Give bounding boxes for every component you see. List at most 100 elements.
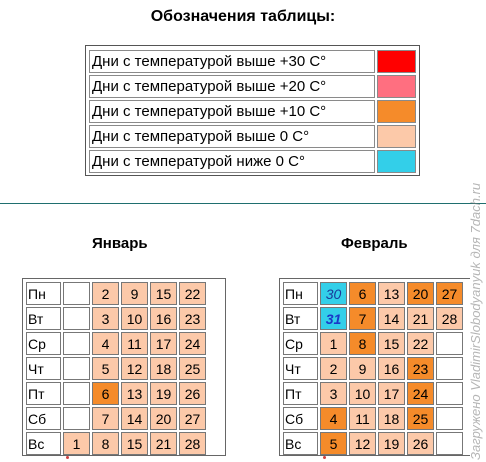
- day-cell: 11: [349, 407, 376, 430]
- day-cell: 2: [320, 357, 347, 380]
- day-cell: 30: [320, 282, 347, 305]
- day-cell: 10: [349, 382, 376, 405]
- day-cell: 6: [92, 382, 119, 405]
- weekday-label: Вс: [26, 432, 61, 455]
- legend-row: Дни с температурой выше 0 С°: [89, 125, 416, 148]
- february-calendar: Пн 30 6 13 20 27 Вт 31 7 14 21 28 Ср 1 8…: [279, 278, 470, 456]
- day-cell: 13: [121, 382, 148, 405]
- calendar-row: Вт 31 7 14 21 28: [283, 307, 463, 330]
- day-cell: 12: [349, 432, 376, 455]
- weekday-label: Ср: [283, 332, 318, 355]
- calendar-row: Пт 6 13 19 26: [26, 382, 206, 405]
- day-cell: [436, 432, 463, 455]
- weekday-label: Ср: [26, 332, 61, 355]
- day-cell: [63, 407, 90, 430]
- calendar-row: Вс 1 8 15 21 28: [26, 432, 206, 455]
- calendar-row: Чт 5 12 18 25: [26, 357, 206, 380]
- day-cell: [436, 407, 463, 430]
- weekday-label: Чт: [26, 357, 61, 380]
- legend-swatch-orange: [377, 100, 416, 123]
- day-cell: 16: [150, 307, 177, 330]
- day-cell: 20: [150, 407, 177, 430]
- day-cell: 19: [378, 432, 405, 455]
- day-cell: 5: [92, 357, 119, 380]
- day-cell: 6: [349, 282, 376, 305]
- day-cell: [63, 307, 90, 330]
- calendar-row: Ср 4 11 17 24: [26, 332, 206, 355]
- legend-label: Дни с температурой выше +20 С°: [89, 75, 375, 98]
- section-divider: [0, 203, 486, 204]
- weekday-label: Сб: [283, 407, 318, 430]
- calendar-row: Пн 2 9 15 22: [26, 282, 206, 305]
- day-cell: 3: [92, 307, 119, 330]
- day-cell: 2: [92, 282, 119, 305]
- legend-table: Дни с температурой выше +30 С° Дни с тем…: [85, 45, 420, 176]
- day-cell: [63, 282, 90, 305]
- day-cell: 17: [378, 382, 405, 405]
- day-cell: [63, 382, 90, 405]
- day-cell: 31: [320, 307, 347, 330]
- calendar-row: Чт 2 9 16 23: [283, 357, 463, 380]
- day-cell: 7: [349, 307, 376, 330]
- day-cell: 21: [407, 307, 434, 330]
- day-cell: 28: [179, 432, 206, 455]
- day-cell: 15: [150, 282, 177, 305]
- day-cell: 26: [179, 382, 206, 405]
- calendar-row: Вт 3 10 16 23: [26, 307, 206, 330]
- legend-row: Дни с температурой ниже 0 С°: [89, 150, 416, 173]
- marker-dot: [323, 456, 326, 459]
- weekday-label: Вс: [283, 432, 318, 455]
- marker-dot: [66, 456, 69, 459]
- day-cell: 10: [121, 307, 148, 330]
- calendar-row: Сб 4 11 18 25: [283, 407, 463, 430]
- day-cell: 24: [407, 382, 434, 405]
- day-cell: 23: [179, 307, 206, 330]
- legend-label: Дни с температурой выше +30 С°: [89, 50, 375, 73]
- day-cell: 15: [121, 432, 148, 455]
- day-cell: 9: [121, 282, 148, 305]
- day-cell: 14: [121, 407, 148, 430]
- day-cell: 11: [121, 332, 148, 355]
- day-cell: [436, 357, 463, 380]
- legend-swatch-peach: [377, 125, 416, 148]
- day-cell: [436, 332, 463, 355]
- day-cell: 1: [63, 432, 90, 455]
- watermark-text: Загружено VladimirSlobodyanyuk для 7dach…: [468, 182, 483, 460]
- february-title: Февраль: [341, 235, 408, 252]
- day-cell: 18: [150, 357, 177, 380]
- legend-swatch-cyan: [377, 150, 416, 173]
- calendar-row: Пт 3 10 17 24: [283, 382, 463, 405]
- day-cell: 20: [407, 282, 434, 305]
- day-cell: 22: [407, 332, 434, 355]
- day-cell: 25: [407, 407, 434, 430]
- day-cell: 4: [320, 407, 347, 430]
- january-title: Январь: [92, 235, 148, 252]
- day-cell: 19: [150, 382, 177, 405]
- legend-title: Обозначения таблицы:: [150, 8, 336, 25]
- legend-row: Дни с температурой выше +10 С°: [89, 100, 416, 123]
- day-cell: 9: [349, 357, 376, 380]
- legend-swatch-red: [377, 50, 416, 73]
- january-calendar: Пн 2 9 15 22 Вт 3 10 16 23 Ср 4 11 17 24…: [22, 278, 226, 456]
- day-cell: [436, 382, 463, 405]
- day-cell: [63, 332, 90, 355]
- weekday-label: Пт: [26, 382, 61, 405]
- day-cell: 4: [92, 332, 119, 355]
- day-cell: 8: [92, 432, 119, 455]
- weekday-label: Чт: [283, 357, 318, 380]
- weekday-label: Вт: [26, 307, 61, 330]
- day-cell: 27: [436, 282, 463, 305]
- day-cell: 26: [407, 432, 434, 455]
- legend-label: Дни с температурой ниже 0 С°: [89, 150, 375, 173]
- day-cell: 28: [436, 307, 463, 330]
- legend-label: Дни с температурой выше +10 С°: [89, 100, 375, 123]
- day-cell: 1: [320, 332, 347, 355]
- weekday-label: Сб: [26, 407, 61, 430]
- day-cell: 7: [92, 407, 119, 430]
- calendar-row: Вс 5 12 19 26: [283, 432, 463, 455]
- day-cell: 27: [179, 407, 206, 430]
- day-cell: 22: [179, 282, 206, 305]
- legend-row: Дни с температурой выше +20 С°: [89, 75, 416, 98]
- day-cell: 24: [179, 332, 206, 355]
- day-cell: [63, 357, 90, 380]
